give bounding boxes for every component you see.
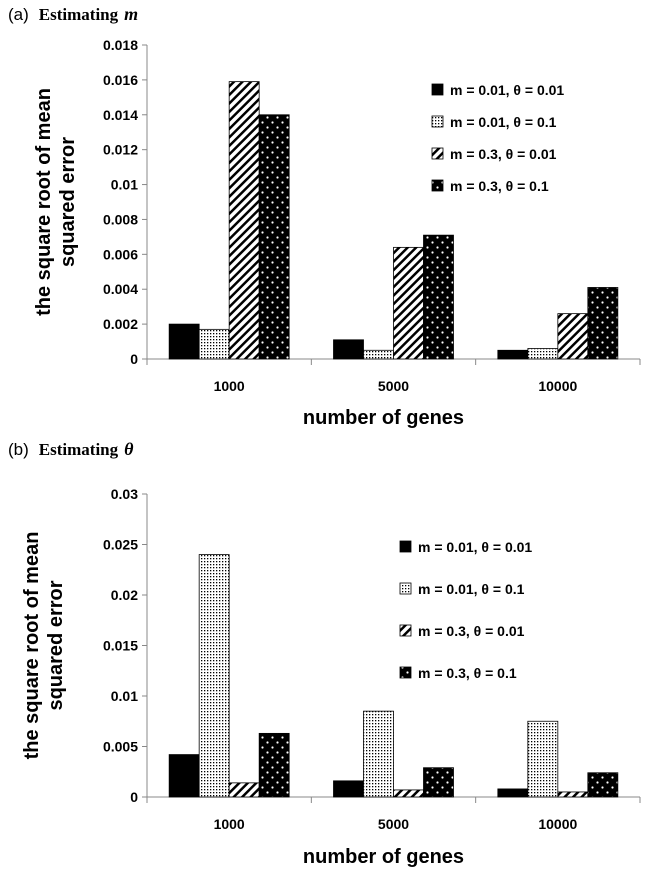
- y-axis-title-line: squared error: [57, 137, 79, 267]
- y-tick-label: 0.006: [103, 246, 138, 262]
- legend-swatch: [399, 666, 412, 679]
- chart-a-svg: (a) Estimating m 0 0.002 0.004 0.006 0.008 0.01 0…: [8, 4, 641, 429]
- x-tick-label: 5000: [378, 378, 409, 394]
- legend-swatch: [399, 624, 412, 637]
- bar-b-s3-c0: [258, 732, 290, 798]
- x-tick-label: 10000: [538, 378, 577, 394]
- legend-label: m = 0.01, θ = 0.01: [450, 82, 564, 98]
- bar-b-s0-c2: [497, 788, 529, 798]
- panel-title-symbol: θ: [124, 439, 134, 459]
- bar-a-s2-c2: [557, 313, 589, 360]
- legend-label: m = 0.01, θ = 0.1: [418, 581, 525, 597]
- bar-a-s0-c2: [497, 349, 529, 360]
- y-tick-label: 0: [130, 351, 138, 367]
- legend-swatch: [431, 83, 444, 96]
- bar-b-s2-c2: [557, 791, 589, 798]
- y-tick-label: 0.016: [103, 72, 138, 88]
- bar-b-s1-c1: [363, 710, 394, 798]
- bar-a-s3-c0: [258, 114, 290, 360]
- chart-panel-b: (b) Estimating θ 0 0.005 0.01 0.015 0.02 0.025 0.…: [0, 435, 669, 870]
- chart-b-svg: (b) Estimating θ 0 0.005 0.01 0.015 0.02 0.025 0.…: [8, 439, 641, 868]
- y-tick-label: 0.008: [103, 211, 138, 227]
- bar-b-s3-c1: [423, 767, 454, 798]
- x-axis-title: number of genes: [303, 407, 464, 429]
- bar-b-s0-c0: [168, 754, 200, 798]
- legend-label: m = 0.3, θ = 0.01: [418, 623, 525, 639]
- bar-a-s0-c1: [333, 339, 364, 360]
- y-tick-label: 0.01: [111, 688, 138, 704]
- y-axis-title-line: the square root of mean: [33, 88, 55, 316]
- bar-b-s0-c1: [333, 780, 364, 798]
- y-tick-label: 0.002: [103, 316, 138, 332]
- legend-label: m = 0.3, θ = 0.1: [450, 178, 549, 194]
- y-tick-label: 0.018: [103, 37, 138, 53]
- y-tick-label: 0.01: [111, 177, 138, 193]
- bar-b-s2-c0: [228, 782, 260, 798]
- legend-label: m = 0.3, θ = 0.1: [418, 665, 517, 681]
- y-tick-label: 0.02: [111, 587, 138, 603]
- y-tick-label: 0.012: [103, 142, 138, 158]
- x-tick-label: 1000: [214, 378, 245, 394]
- y-tick-label: 0.004: [103, 281, 138, 297]
- x-axis-title: number of genes: [303, 846, 464, 868]
- y-axis-title-line: squared error: [45, 580, 67, 710]
- bar-a-s2-c0: [228, 81, 260, 360]
- bar-b-s3-c2: [587, 772, 619, 798]
- bar-a-s1-c1: [363, 349, 394, 360]
- legend-swatch: [431, 179, 444, 192]
- y-tick-label: 0.005: [103, 739, 138, 755]
- x-tick-label: 5000: [378, 816, 409, 832]
- legend-swatch: [399, 540, 412, 553]
- x-tick-label: 10000: [538, 816, 577, 832]
- panel-title: Estimating: [39, 440, 119, 459]
- panel-label: (a): [8, 5, 29, 24]
- x-tick-label: 1000: [214, 816, 245, 832]
- y-tick-label: 0.014: [103, 107, 138, 123]
- legend-label: m = 0.3, θ = 0.01: [450, 146, 557, 162]
- bar-a-s1-c0: [198, 328, 230, 360]
- panel-title-symbol: m: [124, 4, 138, 24]
- y-tick-label: 0: [130, 789, 138, 805]
- bar-b-s1-c0: [198, 554, 230, 798]
- panel-title: Estimating: [39, 5, 119, 24]
- y-axis-title-line: the square root of mean: [21, 532, 43, 760]
- legend-label: m = 0.01, θ = 0.1: [450, 114, 557, 130]
- legend-label: m = 0.01, θ = 0.01: [418, 539, 532, 555]
- y-axis-title: the square root of mean squared error: [21, 532, 67, 760]
- y-tick-label: 0.03: [111, 486, 138, 502]
- y-tick-label: 0.015: [103, 638, 138, 654]
- panel-label: (b): [8, 440, 29, 459]
- bar-a-s3-c1: [423, 234, 454, 360]
- bar-a-s1-c2: [527, 348, 559, 360]
- bar-a-s3-c2: [587, 287, 619, 360]
- chart-panel-a: (a) Estimating m 0 0.002 0.004 0.006 0.008 0.01 0…: [8, 4, 641, 429]
- bar-b-s1-c2: [527, 720, 559, 798]
- y-axis-title: the square root of mean squared error: [33, 88, 79, 316]
- y-tick-label: 0.025: [103, 537, 138, 553]
- bar-a-s0-c0: [168, 323, 200, 360]
- bar-b-s2-c1: [393, 789, 424, 798]
- legend-swatch: [399, 582, 412, 595]
- legend-swatch: [431, 147, 444, 160]
- bar-a-s2-c1: [393, 246, 424, 360]
- legend-swatch: [431, 115, 444, 128]
